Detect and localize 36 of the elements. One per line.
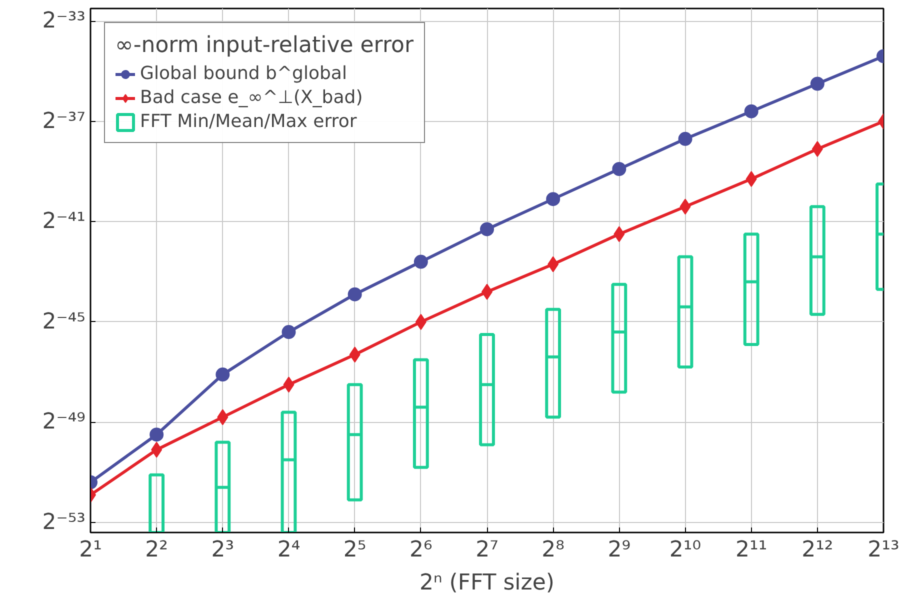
x-tick-label: 2¹³ — [868, 538, 900, 562]
point — [282, 325, 296, 339]
y-tick-label: 2⁻⁴⁹ — [42, 410, 86, 435]
y-tick-label: 2⁻³³ — [42, 8, 86, 34]
point — [812, 141, 823, 157]
x-tick-label: 2¹ — [79, 538, 102, 562]
x-axis-title: 2ⁿ (FFT size) — [420, 570, 554, 596]
y-tick-label: 2⁻⁴¹ — [42, 209, 86, 234]
point — [414, 254, 428, 269]
point — [810, 76, 824, 91]
x-tick-label: 2⁶ — [410, 538, 433, 562]
point — [744, 104, 758, 118]
point — [216, 368, 230, 382]
x-tick-label: 2¹¹ — [736, 538, 768, 562]
x-tick-label: 2⁴ — [277, 538, 300, 562]
legend-label: FFT Min/Mean/Max error — [140, 111, 357, 132]
legend-title: ∞-norm input-relative error — [115, 33, 414, 58]
point — [612, 162, 626, 176]
legend-label: Bad case e_∞^⊥(X_bad) — [140, 87, 363, 108]
x-tick-label: 2⁷ — [476, 538, 498, 562]
x-tick-label: 2³ — [211, 538, 234, 562]
y-tick-label: 2⁻⁴⁵ — [42, 309, 86, 334]
x-tick-label: 2¹⁰ — [669, 538, 702, 562]
point — [678, 132, 692, 146]
x-tick-label: 2⁹ — [608, 538, 631, 562]
legend-label: Global bound b^global — [140, 63, 347, 84]
x-tick-label: 2⁸ — [542, 538, 565, 562]
point — [348, 287, 362, 302]
x-tick-label: 2² — [145, 538, 168, 562]
y-tick-label: 2⁻³⁷ — [42, 108, 86, 134]
x-tick-label: 2⁵ — [343, 538, 366, 562]
y-tick-label: 2⁻⁵³ — [42, 510, 86, 535]
point — [480, 222, 494, 236]
point — [150, 428, 164, 442]
point — [546, 192, 560, 206]
x-tick-label: 2¹² — [802, 538, 834, 562]
